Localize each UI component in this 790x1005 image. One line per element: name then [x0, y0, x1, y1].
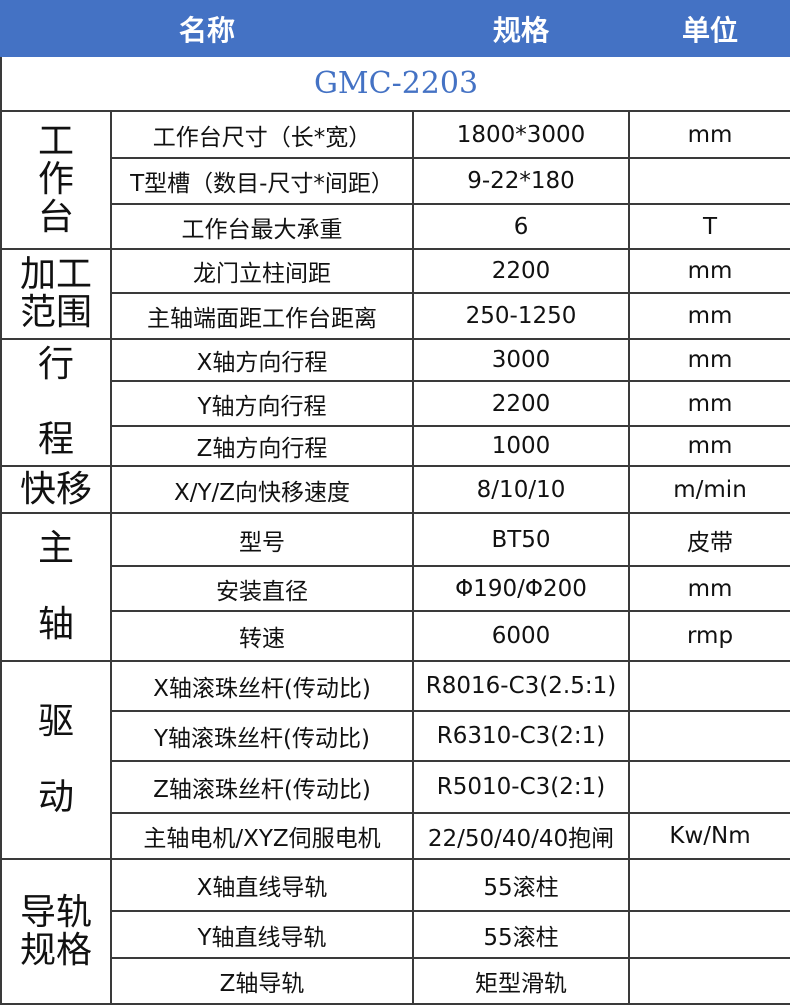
cell-spec: 2200 — [412, 380, 631, 427]
cell-spec: 6000 — [412, 610, 631, 662]
cell-unit: mm — [628, 425, 790, 467]
cell-name: 转速 — [109, 610, 415, 662]
table-row: 快移 X/Y/Z向快移速度 8/10/10 m/min — [0, 465, 790, 514]
cell-spec: Φ190/Φ200 — [412, 565, 631, 612]
cell-spec: 22/50/40/40抱闸 — [412, 812, 631, 860]
model-row: GMC-2203 — [0, 55, 790, 112]
cell-name: X轴方向行程 — [109, 338, 415, 382]
cell-name: Z轴导轨 — [109, 957, 415, 1005]
cell-unit — [628, 858, 790, 912]
cell-name: Z轴滚珠丝杆(传动比) — [109, 760, 415, 814]
cell-name: Y轴方向行程 — [109, 380, 415, 427]
cell-spec: R6310-C3(2:1) — [412, 710, 631, 762]
table-row: Z轴导轨 矩型滑轨 — [1, 957, 790, 1005]
cell-name: 型号 — [109, 512, 415, 567]
cell-name: X/Y/Z向快移速度 — [109, 465, 415, 514]
table-row: 主 轴型号 BT50 皮带 — [0, 512, 790, 662]
table-row: 主轴电机/XYZ伺服电机 22/50/40/40抱闸 Kw/Nm — [1, 812, 790, 860]
cell-unit — [628, 957, 790, 1005]
cell-spec: 55滚柱 — [412, 858, 631, 912]
group-label: 主 轴 — [0, 512, 112, 662]
cell-unit: mm — [628, 380, 790, 427]
table-row: 工作台最大承重 6 T — [1, 203, 790, 250]
group-label: 加工 范围 — [0, 248, 112, 340]
cell-name: Y轴直线导轨 — [109, 910, 415, 959]
cell-unit: mm — [628, 565, 790, 612]
cell-spec: BT50 — [412, 512, 631, 567]
cell-unit — [628, 910, 790, 959]
cell-unit — [628, 710, 790, 762]
cell-unit: mm — [628, 110, 790, 159]
group-label: 驱 动 — [0, 660, 112, 860]
cell-name: 工作台尺寸（长*宽） — [109, 110, 415, 159]
table-row: Y轴直线导轨 55滚柱 — [1, 910, 790, 959]
table-row: 加工 范围 龙门立柱间距 2200 mm — [0, 248, 790, 340]
cell-unit — [628, 157, 790, 205]
cell-spec: R8016-C3(2.5:1) — [412, 660, 631, 712]
header-name: 名称 — [0, 0, 415, 57]
cell-name: Y轴滚珠丝杆(传动比) — [109, 710, 415, 762]
table-row: 行 程 X轴方向行程 3000 mm — [0, 338, 790, 467]
cell-name: 安装直径 — [109, 565, 415, 612]
table-row: 主轴端面距工作台距离 250-1250 mm — [1, 292, 790, 340]
cell-spec: 8/10/10 — [412, 465, 631, 514]
table-row: Y轴滚珠丝杆(传动比) R6310-C3(2:1) — [1, 710, 790, 762]
header-spec: 规格 — [412, 0, 631, 57]
cell-unit: rmp — [628, 610, 790, 662]
table-row: 驱 动 X轴滚珠丝杆(传动比) R8016-C3(2.5:1) — [0, 660, 790, 860]
table-row: Z轴滚珠丝杆(传动比) R5010-C3(2:1) — [1, 760, 790, 814]
cell-unit: m/min — [628, 465, 790, 514]
group-label: 快移 — [0, 465, 112, 514]
table-row: 导轨 规格 X轴直线导轨 55滚柱 — [0, 858, 790, 1005]
cell-unit: 皮带 — [628, 512, 790, 567]
table-row: 工 作 台工作台尺寸（长*宽） 1800*3000 mm — [0, 110, 790, 250]
cell-unit: mm — [628, 248, 790, 294]
cell-unit: Kw/Nm — [628, 812, 790, 860]
cell-name: X轴直线导轨 — [109, 858, 415, 912]
cell-unit: mm — [628, 338, 790, 382]
cell-name: 主轴电机/XYZ伺服电机 — [109, 812, 415, 860]
header-unit: 单位 — [628, 0, 790, 57]
cell-unit: mm — [628, 292, 790, 340]
cell-spec: 6 — [412, 203, 631, 250]
cell-spec: 1000 — [412, 425, 631, 467]
cell-name: T型槽（数目-尺寸*间距） — [109, 157, 415, 205]
cell-spec: R5010-C3(2:1) — [412, 760, 631, 814]
table-row: T型槽（数目-尺寸*间距） 9-22*180 — [1, 157, 790, 205]
cell-spec: 250-1250 — [412, 292, 631, 340]
cell-spec: 矩型滑轨 — [412, 957, 631, 1005]
cell-unit — [628, 760, 790, 814]
cell-spec: 55滚柱 — [412, 910, 631, 959]
cell-unit: T — [628, 203, 790, 250]
cell-spec: 2200 — [412, 248, 631, 294]
cell-spec: 3000 — [412, 338, 631, 382]
cell-unit — [628, 660, 790, 712]
group-label: 导轨 规格 — [0, 858, 112, 1005]
table-row: Z轴方向行程 1000 mm — [1, 425, 790, 467]
table-row: 安装直径 Φ190/Φ200 mm — [1, 565, 790, 612]
header-row: 名称 规格 单位 — [0, 0, 790, 57]
cell-spec: 9-22*180 — [412, 157, 631, 205]
table-row: 转速 6000 rmp — [1, 610, 790, 662]
cell-name: 工作台最大承重 — [109, 203, 415, 250]
table-row: Y轴方向行程 2200 mm — [1, 380, 790, 427]
cell-name: 龙门立柱间距 — [109, 248, 415, 294]
group-label: 工 作 台 — [0, 110, 112, 250]
cell-name: X轴滚珠丝杆(传动比) — [109, 660, 415, 712]
cell-name: 主轴端面距工作台距离 — [109, 292, 415, 340]
group-label: 行 程 — [0, 338, 112, 467]
cell-name: Z轴方向行程 — [109, 425, 415, 467]
cell-spec: 1800*3000 — [412, 110, 631, 159]
model-title: GMC-2203 — [0, 55, 790, 112]
